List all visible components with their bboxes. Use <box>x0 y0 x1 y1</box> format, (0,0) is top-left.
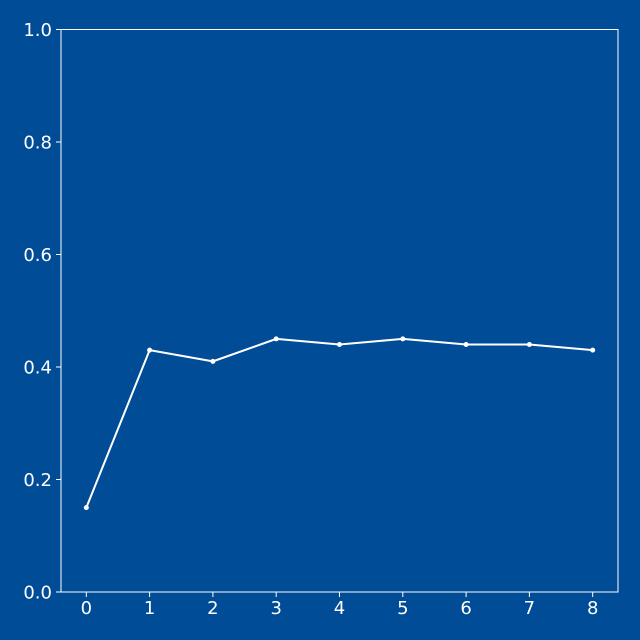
x-tick-label: 8 <box>587 598 598 619</box>
x-tick-label: 3 <box>270 598 281 619</box>
x-tick-label: 7 <box>524 598 535 619</box>
data-point <box>526 342 532 347</box>
data-point <box>400 336 406 342</box>
y-tick-label: 0.4 <box>23 358 52 379</box>
x-tick-label: 5 <box>397 598 408 619</box>
y-tick-label: 0.8 <box>23 133 52 154</box>
x-tick-label: 2 <box>207 598 218 619</box>
y-tick-label: 0.0 <box>23 583 52 604</box>
data-point <box>273 336 279 342</box>
y-axis-ticks: 0.0 0.2 0.4 0.6 0.8 1.0 <box>23 20 61 604</box>
data-point <box>147 347 153 353</box>
x-tick-label: 4 <box>334 598 345 619</box>
y-tick-label: 0.2 <box>23 470 52 491</box>
data-point <box>590 347 596 353</box>
data-point <box>83 505 89 511</box>
data-point <box>337 342 342 347</box>
data-point <box>463 342 469 347</box>
series-layer <box>83 336 596 511</box>
x-tick-label: 1 <box>144 598 155 619</box>
y-tick-label: 0.6 <box>23 245 52 266</box>
x-tick-label: 6 <box>460 598 471 619</box>
y-tick-label: 1.0 <box>23 20 52 41</box>
data-point <box>210 358 216 364</box>
x-tick-label: 0 <box>81 598 92 619</box>
x-axis-ticks: 0 1 2 3 4 5 6 7 8 <box>81 592 598 619</box>
